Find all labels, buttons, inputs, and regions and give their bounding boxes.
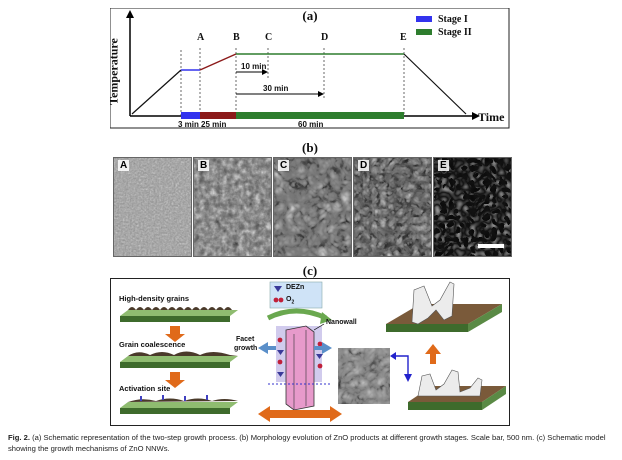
ramp-down-line (403, 53, 467, 115)
figure-caption: Fig. 2. (a) Schematic representation of … (8, 432, 618, 454)
y-axis-arrow (126, 10, 134, 18)
panel-c-label: (c) (302, 263, 318, 278)
x-axis-arrow (472, 112, 480, 120)
point-label-e: E (400, 32, 407, 43)
sem-image-b: B (193, 157, 272, 257)
point-label-c: C (265, 32, 273, 43)
label-o2: O2 (286, 296, 294, 305)
caption-fig-label: Fig. 2. (8, 433, 30, 442)
ramp-up-line (131, 69, 182, 115)
lateral-orange-arrow (258, 406, 342, 422)
substrate-lower (408, 369, 506, 410)
o2-icon-1 (273, 297, 279, 303)
stage-bar-25min (200, 112, 236, 119)
label-high-density: High-density grains (119, 294, 190, 303)
legend-stage2-swatch (416, 29, 432, 35)
sem-label-a: A (118, 160, 130, 171)
label-dezn: DEZn (286, 284, 305, 291)
label-activation: Activation site (119, 384, 171, 393)
green-curved-arrow (266, 308, 328, 321)
nanowall-pointer (313, 323, 325, 331)
scale-bar (478, 244, 504, 248)
dezn-icon (274, 286, 282, 292)
point-label-a: A (197, 32, 205, 43)
label-coalescence: Grain coalescence (119, 340, 186, 349)
stage-bar-60min (236, 112, 404, 119)
substrate-upper (386, 281, 502, 332)
blue-connector (394, 355, 409, 376)
arrow-down-2 (165, 372, 185, 388)
nanowall-crystal (285, 325, 315, 411)
legend-stage1-swatch (416, 16, 432, 22)
point-label-d: D (321, 32, 329, 43)
caption-text: (a) Schematic representation of the two-… (8, 433, 606, 453)
panel-a-label: (a) (302, 8, 318, 23)
legend-stage2-label: Stage II (438, 27, 472, 38)
slab-high-density (120, 307, 238, 322)
sem-image-e: E (433, 157, 512, 257)
o2-icon-2 (278, 297, 284, 303)
panel-b-label: (b) (302, 140, 318, 155)
interval-30-arrowhead (318, 91, 324, 97)
sem-label-c: C (278, 160, 290, 171)
sem-label-d: D (358, 160, 370, 171)
sem-label-b: B (198, 160, 210, 171)
point-label-b: B (233, 32, 240, 43)
green-arrowhead (320, 312, 332, 324)
sem-label-e: E (438, 160, 449, 171)
sem-image-c: C (273, 157, 352, 257)
interval-30-label: 30 min (263, 84, 289, 93)
duration-3min: 3 min (178, 120, 199, 129)
interval-10-arrowhead (262, 69, 268, 75)
panel-c-schematic (110, 278, 510, 426)
facet-arrow-left (258, 342, 276, 354)
facet-arrow-right (314, 342, 332, 354)
interval-10-label: 10 min (241, 62, 267, 71)
arrow-up-orange (425, 344, 441, 364)
duration-60min: 60 min (298, 120, 324, 129)
duration-25min: 25 min (201, 120, 227, 129)
x-axis-label: Time (478, 110, 505, 124)
intermediate-ramp (199, 53, 237, 71)
slab-coalescence (120, 351, 238, 368)
sem-image-a: A (113, 157, 192, 257)
y-axis-label: Temperature (106, 38, 121, 105)
slab-activation (120, 395, 238, 414)
blue-arrowhead (404, 374, 412, 382)
panel-a-chart (110, 8, 510, 129)
legend-stage1-label: Stage I (438, 14, 468, 25)
stage-bar-3min (181, 112, 200, 119)
label-facet: Facet (236, 336, 255, 343)
arrow-down-1 (165, 326, 185, 342)
blue-arrowhead-left (390, 352, 396, 360)
o2-text: O (286, 296, 292, 303)
sem-image-d: D (353, 157, 432, 257)
label-growth: growth (234, 345, 258, 352)
o2-subscript: 2 (291, 299, 295, 306)
label-nanowall: Nanowall (326, 319, 357, 326)
